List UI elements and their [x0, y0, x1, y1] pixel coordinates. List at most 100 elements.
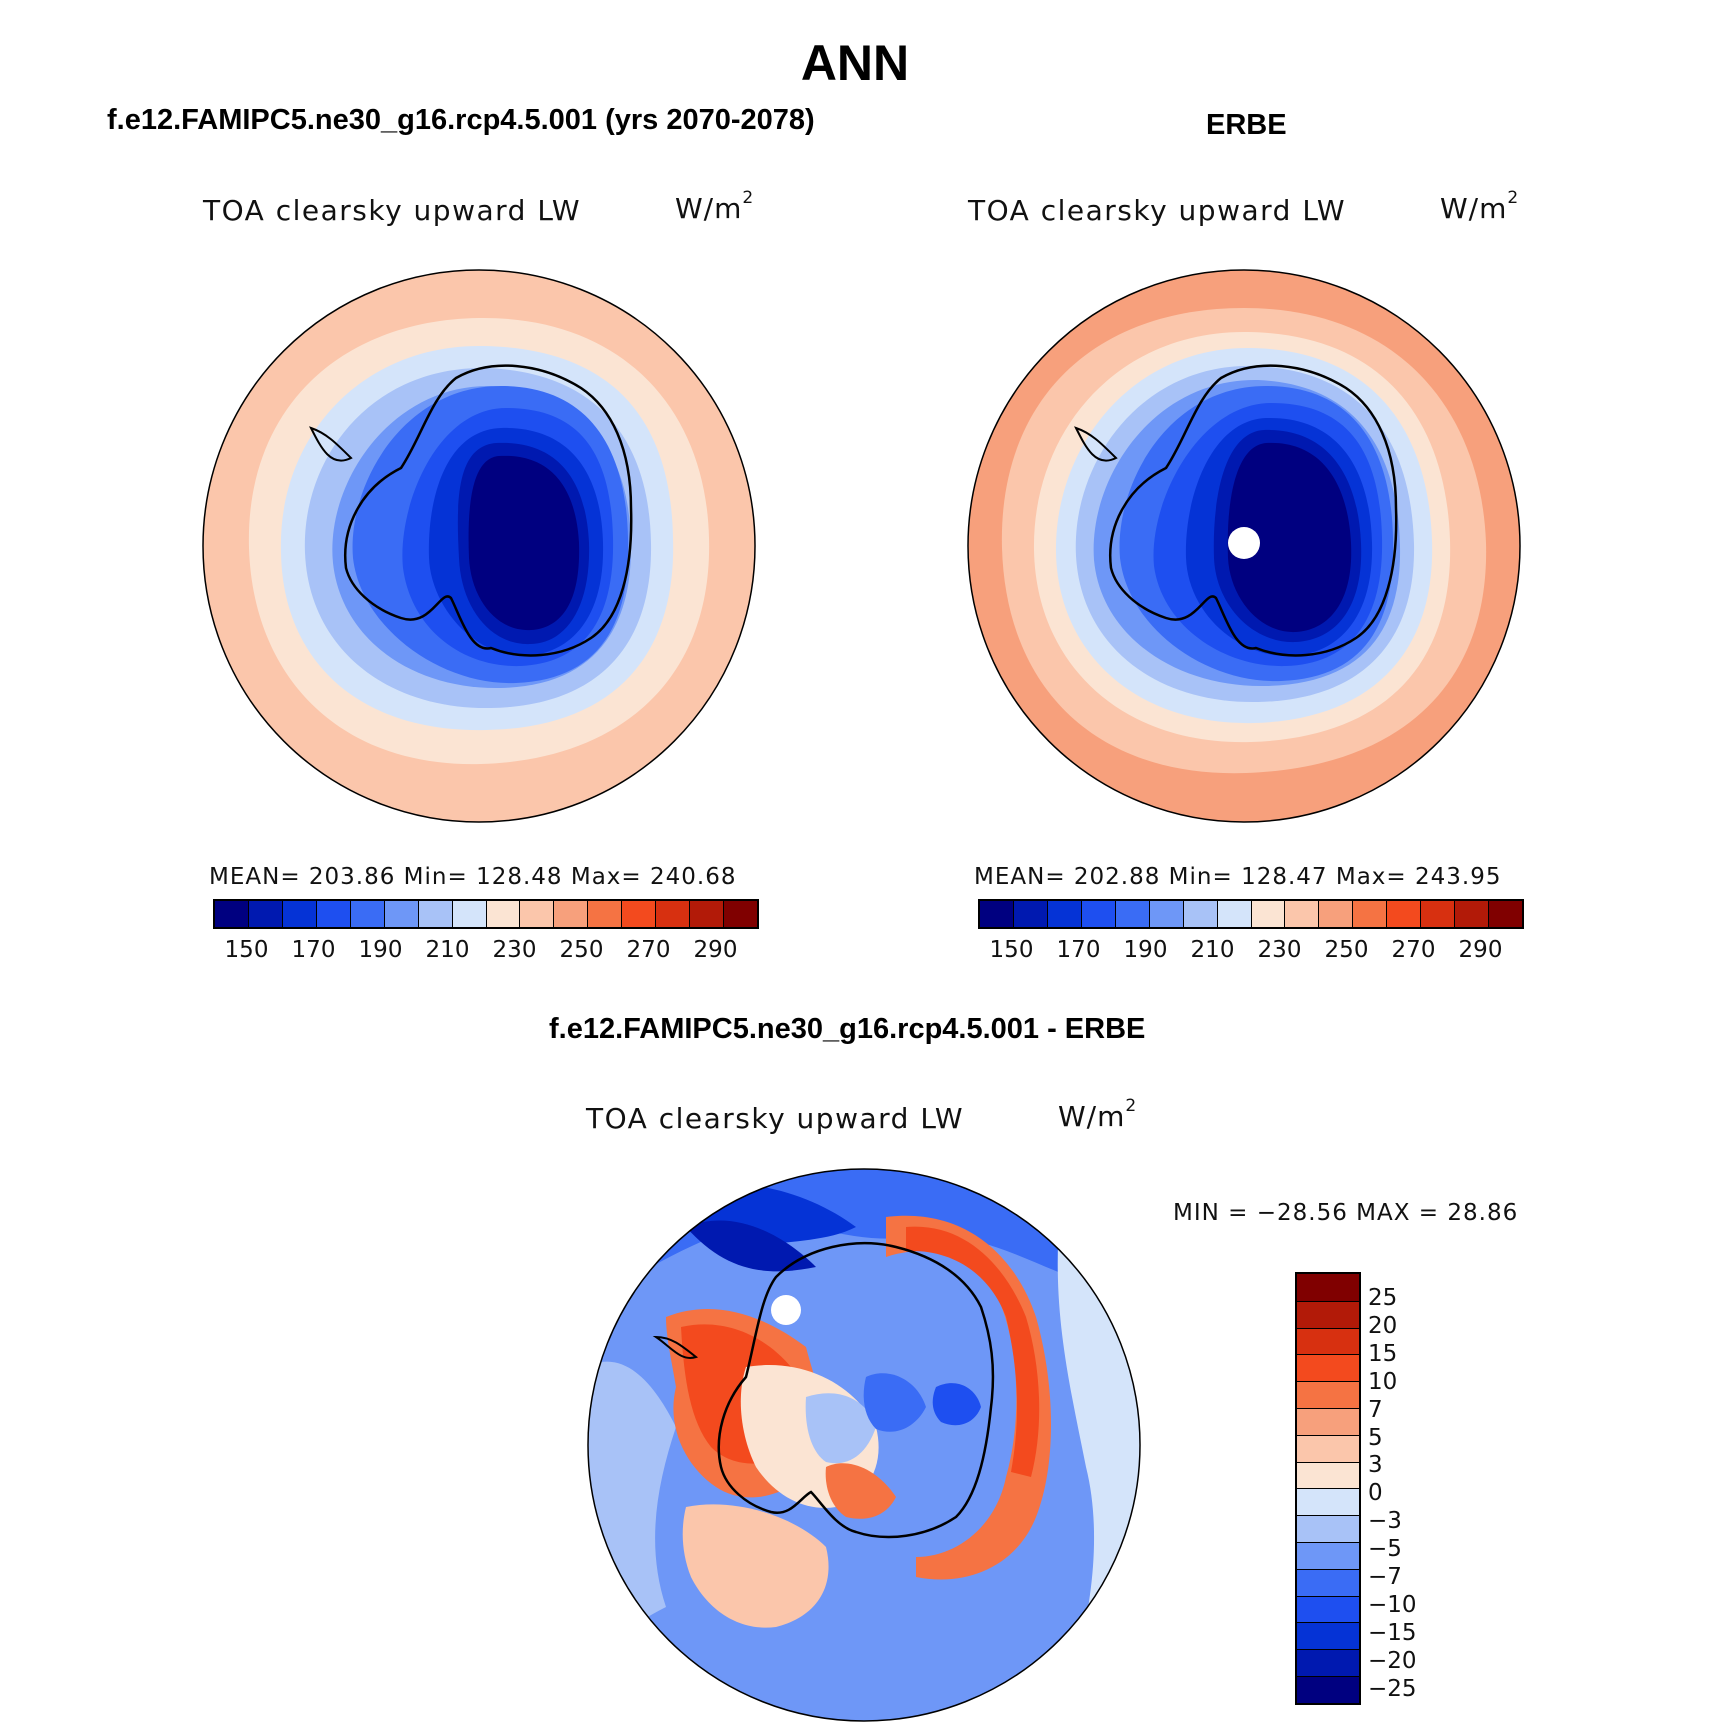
panel-diff-map	[587, 1168, 1141, 1722]
colorbar-tick: 10	[1368, 1368, 1398, 1395]
panel-diff-stats: MIN = −28.56 MAX = 28.86	[1173, 1200, 1519, 1226]
panel-diff-colorbar	[1295, 1272, 1361, 1705]
model-peninsula	[309, 426, 353, 462]
colorbar-swatch	[417, 901, 452, 927]
colorbar-swatch	[1318, 901, 1353, 927]
colorbar-swatch	[1012, 901, 1047, 927]
panel-model-colorbar	[213, 899, 759, 929]
panel-model-field-label: TOA clearsky upward LW	[203, 194, 582, 227]
colorbar-swatch	[1386, 901, 1421, 927]
colorbar-swatch	[1297, 1434, 1359, 1462]
colorbar-tick: 20	[1368, 1312, 1398, 1339]
diff-peninsula	[652, 1335, 699, 1359]
panel-diff-units: W/m2	[1058, 1096, 1138, 1133]
colorbar-tick: −10	[1368, 1591, 1417, 1618]
colorbar-tick: 250	[1324, 937, 1369, 963]
colorbar-swatch	[1297, 1327, 1359, 1355]
colorbar-swatch	[1297, 1461, 1359, 1489]
colorbar-swatch	[383, 901, 418, 927]
panel-diff-colorbar-ticks: 25 20 15 10 7 5 3 0 −3 −5 −7 −10 −15 −20…	[1368, 1285, 1417, 1704]
colorbar-tick: 230	[1257, 937, 1302, 963]
colorbar-tick: 230	[492, 937, 537, 963]
colorbar-tick: −20	[1368, 1647, 1417, 1674]
colorbar-swatch	[1297, 1407, 1359, 1435]
colorbar-swatch	[1080, 901, 1115, 927]
panel-model-units: W/m2	[675, 188, 755, 225]
colorbar-swatch	[281, 901, 316, 927]
colorbar-tick: 170	[291, 937, 336, 963]
colorbar-swatch	[587, 901, 622, 927]
colorbar-swatch	[485, 901, 520, 927]
colorbar-tick: −3	[1368, 1508, 1402, 1535]
panel-model-title: f.e12.FAMIPC5.ne30_g16.rcp4.5.001 (yrs 2…	[107, 104, 815, 136]
colorbar-swatch	[1297, 1622, 1359, 1650]
colorbar-swatch	[1297, 1274, 1359, 1301]
diff-inlet-positive	[825, 1463, 896, 1519]
model-band-140	[468, 455, 580, 631]
panel-erbe-colorbar	[978, 899, 1524, 929]
colorbar-tick: 190	[358, 937, 403, 963]
colorbar-swatch	[1454, 901, 1489, 927]
colorbar-swatch	[1216, 901, 1251, 927]
diff-coastline	[717, 1242, 995, 1539]
model-coastline	[344, 364, 633, 657]
page-title: ANN	[800, 35, 910, 91]
colorbar-tick: 210	[425, 937, 470, 963]
colorbar-swatch	[621, 901, 656, 927]
panel-erbe-title: ERBE	[1206, 109, 1287, 141]
colorbar-tick: −7	[1368, 1564, 1402, 1591]
colorbar-tick: −25	[1368, 1675, 1417, 1702]
colorbar-tick: 150	[224, 937, 269, 963]
colorbar-swatch	[1114, 901, 1149, 927]
colorbar-tick: 15	[1368, 1340, 1398, 1367]
panel-erbe-units: W/m2	[1440, 188, 1520, 225]
colorbar-tick: 290	[693, 937, 738, 963]
colorbar-swatch	[1182, 901, 1217, 927]
colorbar-swatch	[1297, 1515, 1359, 1542]
colorbar-tick: −15	[1368, 1619, 1417, 1646]
colorbar-tick: 270	[626, 937, 671, 963]
colorbar-tick: 170	[1056, 937, 1101, 963]
colorbar-tick: 3	[1368, 1452, 1383, 1479]
colorbar-swatch	[980, 901, 1013, 927]
erbe-peninsula	[1074, 426, 1118, 462]
colorbar-tick: 190	[1123, 937, 1168, 963]
colorbar-tick: 210	[1190, 937, 1235, 963]
panel-erbe-colorbar-ticks: 150 170 190 210 230 250 270 290	[978, 937, 1514, 963]
colorbar-tick: −5	[1368, 1536, 1402, 1563]
colorbar-swatch	[451, 901, 486, 927]
colorbar-swatch	[215, 901, 248, 927]
colorbar-swatch	[1284, 901, 1319, 927]
colorbar-tick: 0	[1368, 1480, 1383, 1507]
erbe-coastline	[1109, 364, 1398, 657]
colorbar-swatch	[1297, 1354, 1359, 1382]
panel-model-colorbar-ticks: 150 170 190 210 230 250 270 290	[213, 937, 749, 963]
colorbar-swatch	[723, 901, 757, 927]
colorbar-swatch	[1488, 901, 1522, 927]
colorbar-tick: 25	[1368, 1285, 1398, 1311]
colorbar-swatch	[519, 901, 554, 927]
panel-erbe-map	[967, 269, 1521, 823]
panel-erbe-field-label: TOA clearsky upward LW	[968, 194, 1347, 227]
colorbar-tick: 290	[1458, 937, 1503, 963]
colorbar-tick: 250	[559, 937, 604, 963]
colorbar-swatch	[1297, 1649, 1359, 1676]
colorbar-swatch	[1420, 901, 1455, 927]
colorbar-swatch	[1250, 901, 1285, 927]
colorbar-swatch	[689, 901, 724, 927]
colorbar-swatch	[1297, 1675, 1359, 1703]
panel-model-stats: MEAN= 203.86 Min= 128.48 Max= 240.68	[209, 864, 737, 890]
colorbar-tick: 5	[1368, 1424, 1383, 1451]
erbe-band-140	[1227, 442, 1352, 633]
colorbar-swatch	[1148, 901, 1183, 927]
erbe-pole-hole	[1228, 527, 1260, 559]
diff-pole-hole	[771, 1295, 801, 1325]
panel-diff-field-label: TOA clearsky upward LW	[586, 1102, 965, 1135]
colorbar-swatch	[1352, 901, 1387, 927]
colorbar-swatch	[1297, 1300, 1359, 1328]
colorbar-swatch	[553, 901, 588, 927]
colorbar-swatch	[1297, 1381, 1359, 1408]
colorbar-swatch	[1297, 1568, 1359, 1596]
colorbar-swatch	[247, 901, 282, 927]
colorbar-swatch	[1297, 1595, 1359, 1623]
